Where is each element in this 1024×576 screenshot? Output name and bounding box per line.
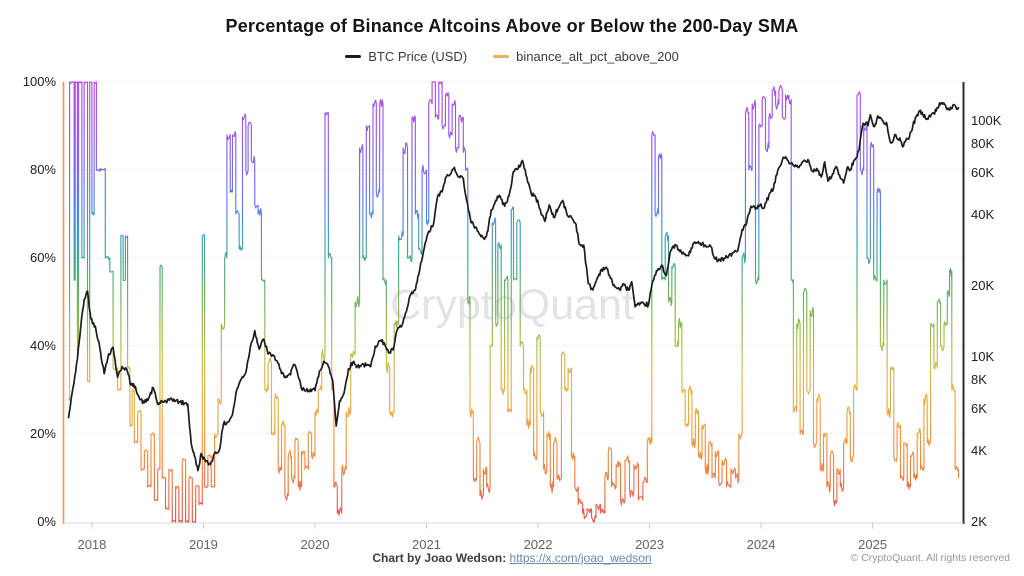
y-right-tick-label: 80K [971,135,995,151]
x-tick-label: 2022 [523,537,553,552]
btc-price-line [67,101,960,472]
x-tick-label: 2018 [77,537,107,552]
copyright-text: © CryptoQuant. All rights reserved [850,552,1010,564]
x-tick-label: 2023 [635,537,664,552]
legend-item-btc[interactable]: BTC Price (USD) [345,49,467,64]
y-right-tick-label: 6K [971,401,987,417]
btc-line-swatch-icon [345,55,362,58]
y-left-tick-label: 40% [29,338,56,353]
y-right-tick-label: 4K [971,442,987,458]
credit-label: Chart by Joao Wedson: [372,551,507,565]
x-tick-label: 2019 [188,537,218,552]
y-right-tick-label: 40K [971,206,995,222]
x-tick-label: 2021 [412,537,441,552]
x-tick-label: 2025 [858,537,888,552]
legend-item-alt[interactable]: binance_alt_pct_above_200 [493,49,679,64]
y-left-tick-label: 100% [22,74,56,89]
legend: BTC Price (USD) binance_alt_pct_above_20… [0,49,1024,64]
watermark: CryptoQuant [390,281,634,329]
x-tick-label: 2024 [746,537,776,552]
x-tick-label: 2020 [300,537,330,552]
chart-title: Percentage of Binance Altcoins Above or … [225,16,799,36]
author-link[interactable]: https://x.com/joao_wedson [509,551,652,565]
alt-legend-label: binance_alt_pct_above_200 [516,49,679,64]
y-left-tick-label: 60% [29,250,56,265]
btc-legend-label: BTC Price (USD) [368,49,468,64]
y-right-tick-label: 20K [971,277,995,293]
y-left-tick-label: 0% [37,514,56,529]
alt-line-swatch-icon [493,55,510,58]
y-right-tick-label: 2K [971,514,987,529]
y-left-tick-label: 80% [29,162,56,177]
y-right-tick-label: 8K [971,371,987,387]
y-right-tick-label: 100K [971,112,1002,128]
y-left-tick-label: 20% [29,426,56,441]
footer-credit: Chart by Joao Wedson: https://x.com/joao… [0,551,1024,565]
alt-pct-line [67,81,960,523]
y-right-tick-label: 60K [971,165,995,181]
y-right-tick-label: 10K [971,348,995,364]
